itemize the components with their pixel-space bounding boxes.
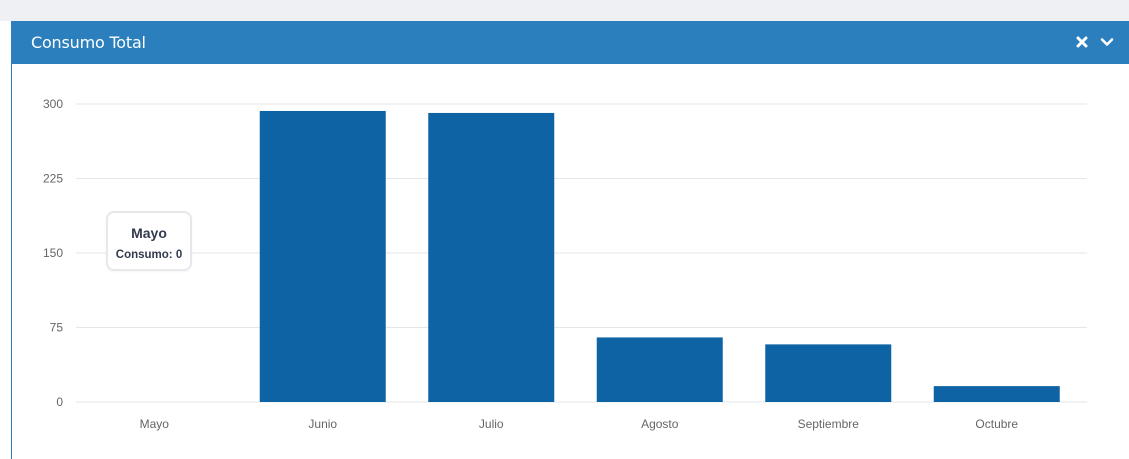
x-tick-label: Junio	[308, 417, 337, 431]
y-tick-label: 225	[43, 172, 63, 186]
x-tick-label: Octubre	[975, 417, 1018, 431]
tooltip-value: Consumo: 0	[115, 249, 183, 261]
tooltip-title: Mayo	[131, 225, 167, 241]
panel-title: Consumo Total	[31, 33, 146, 52]
chevron-down-icon	[1100, 38, 1114, 46]
y-tick-label: 150	[43, 246, 63, 260]
collapse-button[interactable]	[1098, 33, 1116, 51]
x-tick-label: Mayo	[140, 417, 170, 431]
bar-junio[interactable]	[259, 110, 386, 402]
bars	[259, 110, 1060, 402]
chart-tooltip: Mayo Consumo: 0	[106, 211, 192, 271]
x-tick-label: Julio	[479, 417, 504, 431]
bar-julio[interactable]	[428, 112, 555, 402]
y-tick-label: 75	[50, 321, 64, 335]
x-tick-label: Septiembre	[798, 417, 860, 431]
x-tick-label: Agosto	[641, 417, 679, 431]
bar-agosto[interactable]	[596, 337, 723, 402]
panel-header: Consumo Total	[12, 21, 1129, 64]
close-button[interactable]	[1073, 33, 1091, 51]
top-strip	[0, 0, 1129, 21]
x-axis-ticks: Mayo Junio Julio Agosto Septiembre Octubre	[140, 417, 1019, 431]
close-icon	[1076, 36, 1088, 48]
y-tick-label: 0	[56, 395, 63, 409]
y-tick-label: 300	[43, 97, 63, 111]
y-axis-ticks: 0 75 150 225 300	[43, 97, 63, 409]
chart-panel: Consumo Total	[11, 21, 1129, 459]
bar-octubre[interactable]	[933, 386, 1060, 402]
grid-lines	[76, 103, 1087, 403]
bar-septiembre[interactable]	[765, 344, 892, 402]
